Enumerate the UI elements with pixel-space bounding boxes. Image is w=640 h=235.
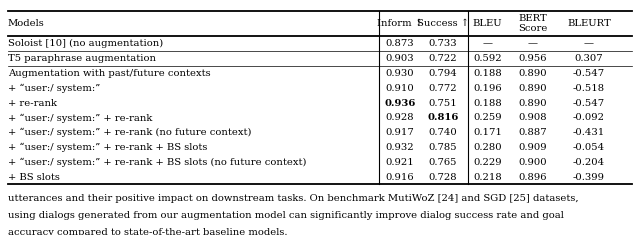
Text: 0.916: 0.916 [386, 172, 414, 182]
Text: 0.592: 0.592 [474, 54, 502, 63]
Text: Score: Score [518, 24, 547, 33]
Text: 0.909: 0.909 [518, 143, 547, 152]
Text: + “user:/ system:” + re-rank (no future context): + “user:/ system:” + re-rank (no future … [8, 128, 251, 137]
Text: 0.722: 0.722 [429, 54, 457, 63]
Text: using dialogs generated from our augmentation model can significantly improve di: using dialogs generated from our augment… [8, 211, 564, 220]
Text: Soloist [10] (no augmentation): Soloist [10] (no augmentation) [8, 39, 163, 48]
Text: 0.280: 0.280 [474, 143, 502, 152]
Text: 0.928: 0.928 [386, 113, 414, 122]
Text: -0.204: -0.204 [573, 158, 605, 167]
Text: 0.890: 0.890 [518, 69, 547, 78]
Text: T5 paraphrase augmentation: T5 paraphrase augmentation [8, 54, 156, 63]
Text: 0.896: 0.896 [518, 172, 547, 182]
Text: -0.431: -0.431 [573, 128, 605, 137]
Text: 0.873: 0.873 [386, 39, 414, 48]
Text: 0.229: 0.229 [474, 158, 502, 167]
Text: 0.785: 0.785 [429, 143, 457, 152]
Text: 0.765: 0.765 [429, 158, 457, 167]
Text: + “user:/ system:” + re-rank: + “user:/ system:” + re-rank [8, 113, 152, 122]
Text: 0.903: 0.903 [386, 54, 414, 63]
Text: 0.816: 0.816 [427, 113, 459, 122]
Text: + “user:/ system:”: + “user:/ system:” [8, 84, 100, 93]
Text: Augmentation with past/future contexts: Augmentation with past/future contexts [8, 69, 211, 78]
Text: + BS slots: + BS slots [8, 172, 60, 182]
Text: -0.092: -0.092 [573, 113, 605, 122]
Text: + “user:/ system:” + re-rank + BS slots: + “user:/ system:” + re-rank + BS slots [8, 143, 207, 152]
Text: 0.259: 0.259 [474, 113, 502, 122]
Text: 0.733: 0.733 [429, 39, 457, 48]
Text: 0.728: 0.728 [429, 172, 457, 182]
Text: 0.900: 0.900 [518, 158, 547, 167]
Text: 0.936: 0.936 [384, 98, 416, 108]
Text: -0.399: -0.399 [573, 172, 605, 182]
Text: 0.196: 0.196 [474, 84, 502, 93]
Text: 0.890: 0.890 [518, 98, 547, 108]
Text: BERT: BERT [518, 14, 547, 23]
Text: 0.188: 0.188 [474, 98, 502, 108]
Text: + re-rank: + re-rank [8, 98, 57, 108]
Text: -0.547: -0.547 [573, 98, 605, 108]
Text: 0.956: 0.956 [518, 54, 547, 63]
Text: 0.218: 0.218 [474, 172, 502, 182]
Text: Success ↑: Success ↑ [417, 19, 469, 28]
Text: utterances and their positive impact on downstream tasks. On benchmark MutiWoZ [: utterances and their positive impact on … [8, 194, 579, 203]
Text: -0.518: -0.518 [573, 84, 605, 93]
Text: 0.740: 0.740 [429, 128, 457, 137]
Text: 0.751: 0.751 [429, 98, 457, 108]
Text: accuracy compared to state-of-the-art baseline models.: accuracy compared to state-of-the-art ba… [8, 228, 287, 235]
Text: 0.932: 0.932 [386, 143, 414, 152]
Text: -0.547: -0.547 [573, 69, 605, 78]
Text: 0.917: 0.917 [386, 128, 414, 137]
Text: —: — [527, 39, 538, 48]
Text: -0.054: -0.054 [573, 143, 605, 152]
Text: 0.307: 0.307 [575, 54, 603, 63]
Text: —: — [483, 39, 493, 48]
Text: BLEURT: BLEURT [567, 19, 611, 28]
Text: Models: Models [8, 19, 44, 28]
Text: 0.910: 0.910 [386, 84, 414, 93]
Text: 0.188: 0.188 [474, 69, 502, 78]
Text: 0.171: 0.171 [473, 128, 502, 137]
Text: 0.908: 0.908 [518, 113, 547, 122]
Text: 0.794: 0.794 [429, 69, 457, 78]
Text: Inform ↑: Inform ↑ [377, 19, 423, 28]
Text: 0.890: 0.890 [518, 84, 547, 93]
Text: 0.921: 0.921 [386, 158, 414, 167]
Text: —: — [584, 39, 594, 48]
Text: + “user:/ system:” + re-rank + BS slots (no future context): + “user:/ system:” + re-rank + BS slots … [8, 158, 306, 167]
Text: 0.772: 0.772 [429, 84, 457, 93]
Text: 0.887: 0.887 [518, 128, 547, 137]
Text: BLEU: BLEU [473, 19, 502, 28]
Text: 0.930: 0.930 [386, 69, 414, 78]
